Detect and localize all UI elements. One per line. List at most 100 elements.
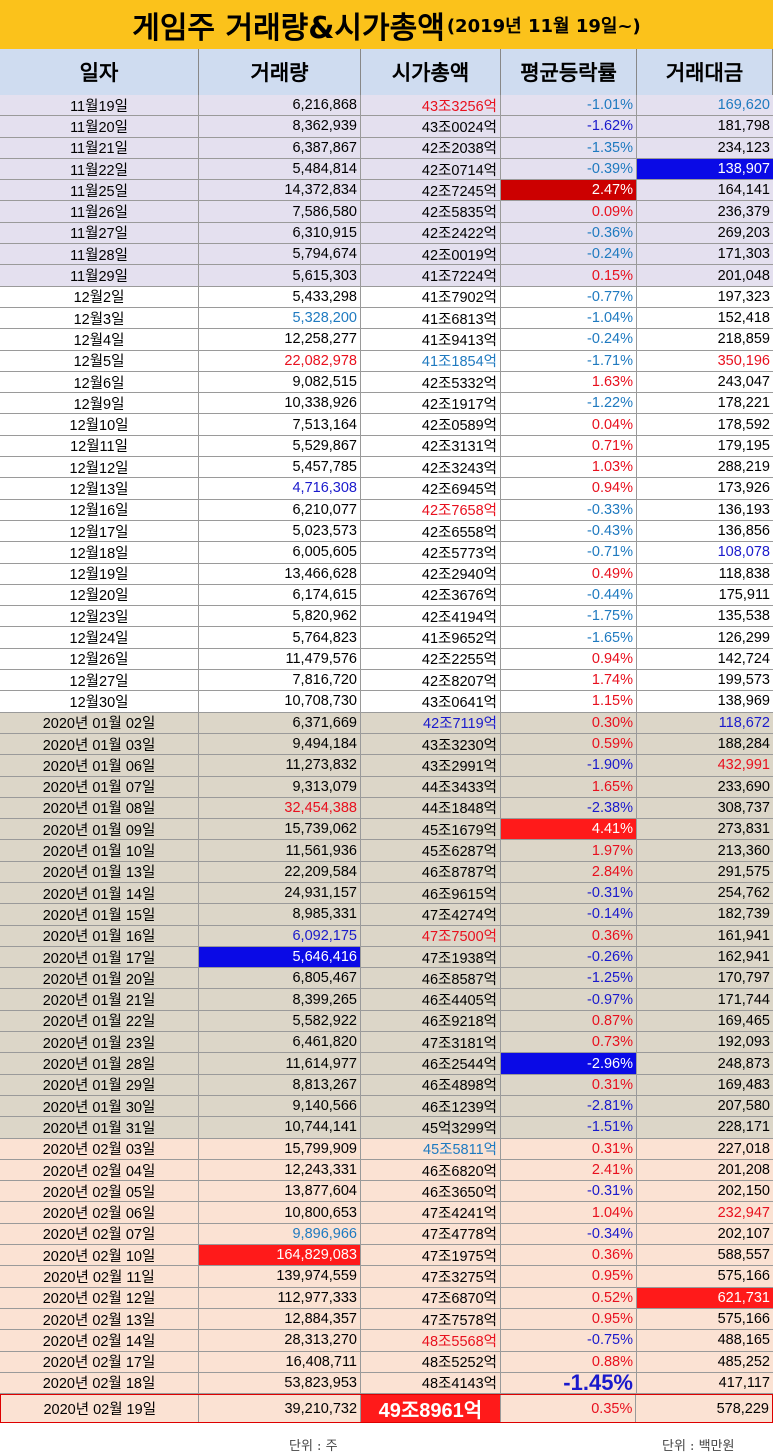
table-row: 2020년 02월 19일 39,210,732 49조8961억 0.35% 578,… [0,1394,773,1424]
date-cell: 2020년 02월 10일 [0,1245,199,1266]
market-cap-cell: 43조3230억 [361,733,501,755]
table-row: 12월16일 6,210,077 42조7658억 -0.33% 136,193 [0,499,773,521]
table-row: 12월11일 5,529,867 42조3131억 0.71% 179,195 [0,435,773,458]
date-cell: 2020년 01월 02일 [0,712,199,733]
volume-cell: 5,582,922 [199,1010,361,1032]
table-row: 2020년 01월 06일 11,273,832 43조2991억 -1.90% 432… [0,755,773,777]
table-row: 2020년 01월 03일 9,494,184 43조3230억 0.59% 188,2… [0,733,773,756]
market-cap-cell: 42조4194억 [361,606,501,627]
table-row: 2020년 01월 28일 11,614,977 46조2544억 -2.96% 248… [0,1053,773,1075]
date-cell: 11월26일 [0,201,199,222]
avg-change-cell: 2.41% [501,1159,637,1181]
trade-amount-cell: 248,873 [717,1055,770,1072]
table-row: 2020년 02월 18일 53,823,953 48조4143억 -1.45% 417… [0,1372,773,1395]
trade-amount-cell: 288,219 [717,459,770,476]
trade-amount-cell: 202,150 [717,1183,770,1200]
market-cap-cell: 42조3243억 [361,457,501,478]
trade-amount-cell: 350,196 [717,352,770,369]
avg-change-cell: -0.26% [501,946,637,968]
volume-cell: 5,484,814 [199,158,361,180]
table-row: 11월21일 6,387,867 42조2038억 -1.35% 234,123 [0,137,773,159]
market-cap-cell: 41조7224억 [361,265,501,286]
market-cap-cell: 48조5252억 [361,1351,501,1372]
trade-amount-cell: 236,379 [717,203,770,220]
date-cell: 12월23일 [0,606,199,627]
market-cap-cell: 42조8207억 [361,670,501,691]
avg-change-cell: -0.43% [501,520,637,542]
table-row: 12월26일 11,479,576 42조2255억 0.94% 142,724 [0,648,773,671]
table-row: 12월5일 22,082,978 41조1854억 -1.71% 350,196 [0,350,773,372]
date-cell: 11월21일 [0,137,199,158]
volume-cell: 39,210,732 [199,1395,362,1423]
avg-change-cell: -1.01% [501,95,637,116]
avg-change-cell: 0.88% [501,1351,637,1372]
date-cell: 11월20일 [0,116,199,137]
table-row: 2020년 01월 15일 8,985,331 47조4274억 -0.14% 182,… [0,904,773,926]
date-cell: 12월4일 [0,329,199,350]
table-row: 2020년 02월 13일 12,884,357 47조7578억 0.95% 575,… [0,1308,773,1331]
table-row: 12월19일 13,466,628 42조2940억 0.49% 118,838 [0,563,773,585]
market-cap-cell: 49조8961억 [361,1395,501,1423]
trade-amount-cell: 138,907 [637,158,773,180]
avg-change-cell: 0.52% [501,1287,637,1308]
header-avg-change: 평균등락률 [501,49,637,95]
avg-change-cell: -0.14% [501,904,637,925]
date-cell: 12월6일 [0,371,199,393]
avg-change-cell: 2.47% [501,180,637,201]
trade-amount-cell: 269,203 [717,224,770,241]
market-cap-cell: 47조1975억 [361,1245,501,1266]
avg-change-cell: -0.75% [501,1330,637,1351]
market-cap-cell: 43조0024억 [361,116,501,137]
footer-unit-amount: 단위 : 백만원 [662,1439,735,1454]
table-row: 2020년 02월 07일 9,896,966 47조4778억 -0.34% 202,… [0,1223,773,1246]
market-cap-cell: 46조1239억 [361,1095,501,1117]
table-row: 2020년 01월 02일 6,371,669 42조7119억 0.30% 118,6… [0,712,773,734]
market-cap-cell: 43조0641억 [361,691,501,712]
date-cell: 2020년 01월 28일 [0,1053,199,1074]
trade-amount-cell: 170,797 [717,970,770,987]
table-row: 11월26일 7,586,580 42조5835억 0.09% 236,379 [0,201,773,223]
footer-unit-volume: 단위 : 주 [289,1439,338,1454]
avg-change-cell: 0.73% [501,1032,637,1053]
avg-change-cell: 0.95% [501,1266,637,1287]
date-cell: 2020년 01월 10일 [0,840,199,861]
market-cap-cell: 41조7902억 [361,286,501,307]
market-cap-cell: 47조7578억 [361,1308,501,1330]
trade-amount-cell: 136,193 [717,501,770,518]
volume-cell: 13,466,628 [199,563,361,584]
trade-amount-cell: 152,418 [717,310,770,327]
volume-cell: 16,408,711 [199,1351,361,1372]
market-cap-cell: 45억3299억 [361,1117,501,1138]
table-row: 2020년 01월 21일 8,399,265 46조4405억 -0.97% 171,… [0,989,773,1011]
market-cap-cell: 44조3433억 [361,776,501,797]
date-cell: 2020년 01월 16일 [0,925,199,946]
avg-change-cell: -1.62% [501,116,637,137]
table-row: 11월27일 6,310,915 42조2422억 -0.36% 269,203 [0,222,773,245]
avg-change-cell: 1.74% [501,670,637,691]
trade-amount-cell: 588,557 [717,1247,770,1264]
avg-change-cell: -2.81% [501,1095,637,1117]
avg-change-cell: -1.04% [501,307,637,329]
table-row: 2020년 02월 17일 16,408,711 48조5252억 0.88% 485,… [0,1351,773,1373]
volume-cell: 8,813,267 [199,1074,361,1095]
table-row: 2020년 01월 29일 8,813,267 46조4898억 0.31% 169,4… [0,1074,773,1096]
avg-change-cell: 0.36% [501,925,637,946]
market-cap-cell: 43조2991억 [361,755,501,776]
avg-change-cell: 0.95% [501,1308,637,1330]
volume-cell: 6,461,820 [199,1032,361,1053]
table-row: 2020년 01월 14일 24,931,157 46조9615억 -0.31% 254… [0,882,773,905]
market-cap-cell: 46조2544억 [361,1053,501,1074]
avg-change-cell: -0.34% [501,1223,637,1245]
table-row: 2020년 01월 22일 5,582,922 46조9218억 0.87% 169,4… [0,1010,773,1033]
market-cap-cell: 47조6870억 [361,1287,501,1308]
table-row: 12월3일 5,328,200 41조6813억 -1.04% 152,418 [0,307,773,330]
market-cap-cell: 42조2038억 [361,137,501,158]
avg-change-cell: -1.90% [501,755,637,776]
avg-change-cell: -0.39% [501,158,637,180]
trade-amount-cell: 485,252 [717,1353,770,1370]
trade-amount-cell: 308,737 [717,799,770,816]
date-cell: 12월11일 [0,435,199,457]
avg-change-cell: 0.35% [501,1395,637,1423]
date-cell: 2020년 01월 14일 [0,882,199,904]
trade-amount-cell: 199,573 [717,672,770,689]
